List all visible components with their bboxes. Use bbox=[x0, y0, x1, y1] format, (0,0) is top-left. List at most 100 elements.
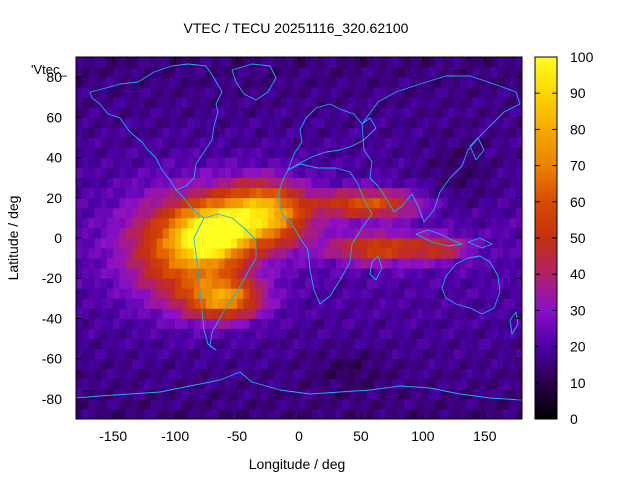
heat-cell bbox=[329, 338, 337, 350]
heat-cell bbox=[491, 217, 498, 229]
heat-cell bbox=[509, 368, 517, 380]
heat-cell bbox=[484, 388, 492, 400]
heat-cell bbox=[509, 288, 517, 299]
heat-cell bbox=[329, 167, 337, 179]
heat-cell bbox=[150, 187, 157, 199]
heat-cell bbox=[491, 338, 498, 350]
heat-cell bbox=[168, 97, 176, 108]
heat-cell bbox=[385, 227, 393, 239]
heat-cell bbox=[515, 207, 523, 219]
heat-cell bbox=[131, 157, 139, 169]
heat-cell bbox=[181, 358, 188, 370]
heat-cell bbox=[385, 238, 393, 249]
heat-cell bbox=[144, 268, 151, 279]
heat-cell bbox=[329, 187, 337, 199]
heat-cell bbox=[379, 167, 387, 179]
heat-cell bbox=[286, 67, 294, 78]
heat-cell bbox=[373, 157, 380, 169]
heat-cell bbox=[336, 308, 343, 319]
heat-cell bbox=[410, 207, 418, 219]
heat-cell bbox=[379, 248, 387, 259]
heat-cell bbox=[354, 97, 362, 108]
heat-cell bbox=[206, 338, 213, 350]
heat-cell bbox=[150, 248, 157, 259]
heat-cell bbox=[491, 127, 498, 138]
heat-cell bbox=[435, 77, 442, 88]
heat-cell bbox=[379, 338, 387, 350]
heat-cell bbox=[447, 97, 455, 108]
heat-cell bbox=[268, 328, 275, 339]
heat-cell bbox=[478, 57, 486, 68]
heat-cell bbox=[94, 248, 102, 259]
heat-cell bbox=[348, 288, 356, 299]
heat-cell bbox=[348, 197, 356, 209]
heat-cell bbox=[230, 177, 238, 189]
heat-cell bbox=[367, 398, 374, 410]
heat-cell bbox=[466, 348, 473, 360]
heat-cell bbox=[137, 388, 145, 400]
heat-cell bbox=[150, 388, 157, 400]
heat-cell bbox=[206, 278, 213, 289]
heat-cell bbox=[292, 338, 300, 350]
heat-cell bbox=[230, 358, 238, 370]
heat-cell bbox=[243, 97, 250, 108]
heat-cell bbox=[218, 368, 226, 380]
heat-cell bbox=[329, 268, 337, 279]
heat-cell bbox=[329, 57, 337, 68]
heat-cell bbox=[404, 288, 411, 299]
heat-cell bbox=[125, 167, 133, 179]
heat-cell bbox=[125, 137, 133, 148]
heat-cell bbox=[404, 207, 411, 219]
heat-cell bbox=[515, 358, 523, 370]
heat-cell bbox=[429, 258, 436, 269]
heat-cell bbox=[243, 358, 250, 370]
heat-cell bbox=[466, 227, 473, 239]
heat-cell bbox=[460, 57, 467, 68]
heat-cell bbox=[305, 147, 312, 158]
heat-cell bbox=[342, 298, 349, 309]
heat-cell bbox=[137, 197, 145, 209]
heat-cell bbox=[515, 238, 523, 249]
heat-cell bbox=[503, 298, 511, 309]
heat-cell bbox=[280, 107, 288, 118]
heat-cell bbox=[317, 248, 325, 259]
heat-cell bbox=[162, 157, 170, 169]
heat-cell bbox=[491, 318, 498, 329]
heat-cell bbox=[119, 278, 126, 289]
heat-cell bbox=[193, 288, 201, 299]
heat-cell bbox=[342, 227, 349, 239]
heat-cell bbox=[137, 147, 145, 158]
heat-cell bbox=[206, 137, 213, 148]
heat-cell bbox=[398, 268, 405, 279]
heat-cell bbox=[472, 358, 480, 370]
heat-cell bbox=[410, 268, 418, 279]
heat-cell bbox=[100, 328, 108, 339]
heat-cell bbox=[305, 217, 312, 229]
heat-cell bbox=[125, 238, 133, 249]
heat-cell bbox=[429, 177, 436, 189]
heat-cell bbox=[354, 157, 362, 169]
heat-cell bbox=[249, 368, 257, 380]
heat-cell bbox=[385, 177, 393, 189]
heat-cell bbox=[336, 358, 343, 370]
heat-cell bbox=[460, 288, 467, 299]
heat-cell bbox=[453, 288, 461, 299]
heat-cell bbox=[119, 87, 126, 98]
heat-cell bbox=[212, 207, 219, 219]
heat-cell bbox=[311, 368, 318, 380]
heat-cell bbox=[237, 398, 244, 410]
heat-cell bbox=[224, 217, 232, 229]
heat-cell bbox=[429, 147, 436, 158]
heat-cell bbox=[453, 197, 461, 209]
heat-cell bbox=[94, 278, 102, 289]
heat-cell bbox=[410, 248, 418, 259]
heat-cell bbox=[286, 268, 294, 279]
heat-cell bbox=[460, 238, 467, 249]
heat-cell bbox=[125, 288, 133, 299]
heat-cell bbox=[410, 308, 418, 319]
heat-cell bbox=[237, 147, 244, 158]
heat-cell bbox=[305, 298, 312, 309]
coast-indonesia bbox=[415, 229, 463, 247]
heat-cell bbox=[187, 308, 195, 319]
